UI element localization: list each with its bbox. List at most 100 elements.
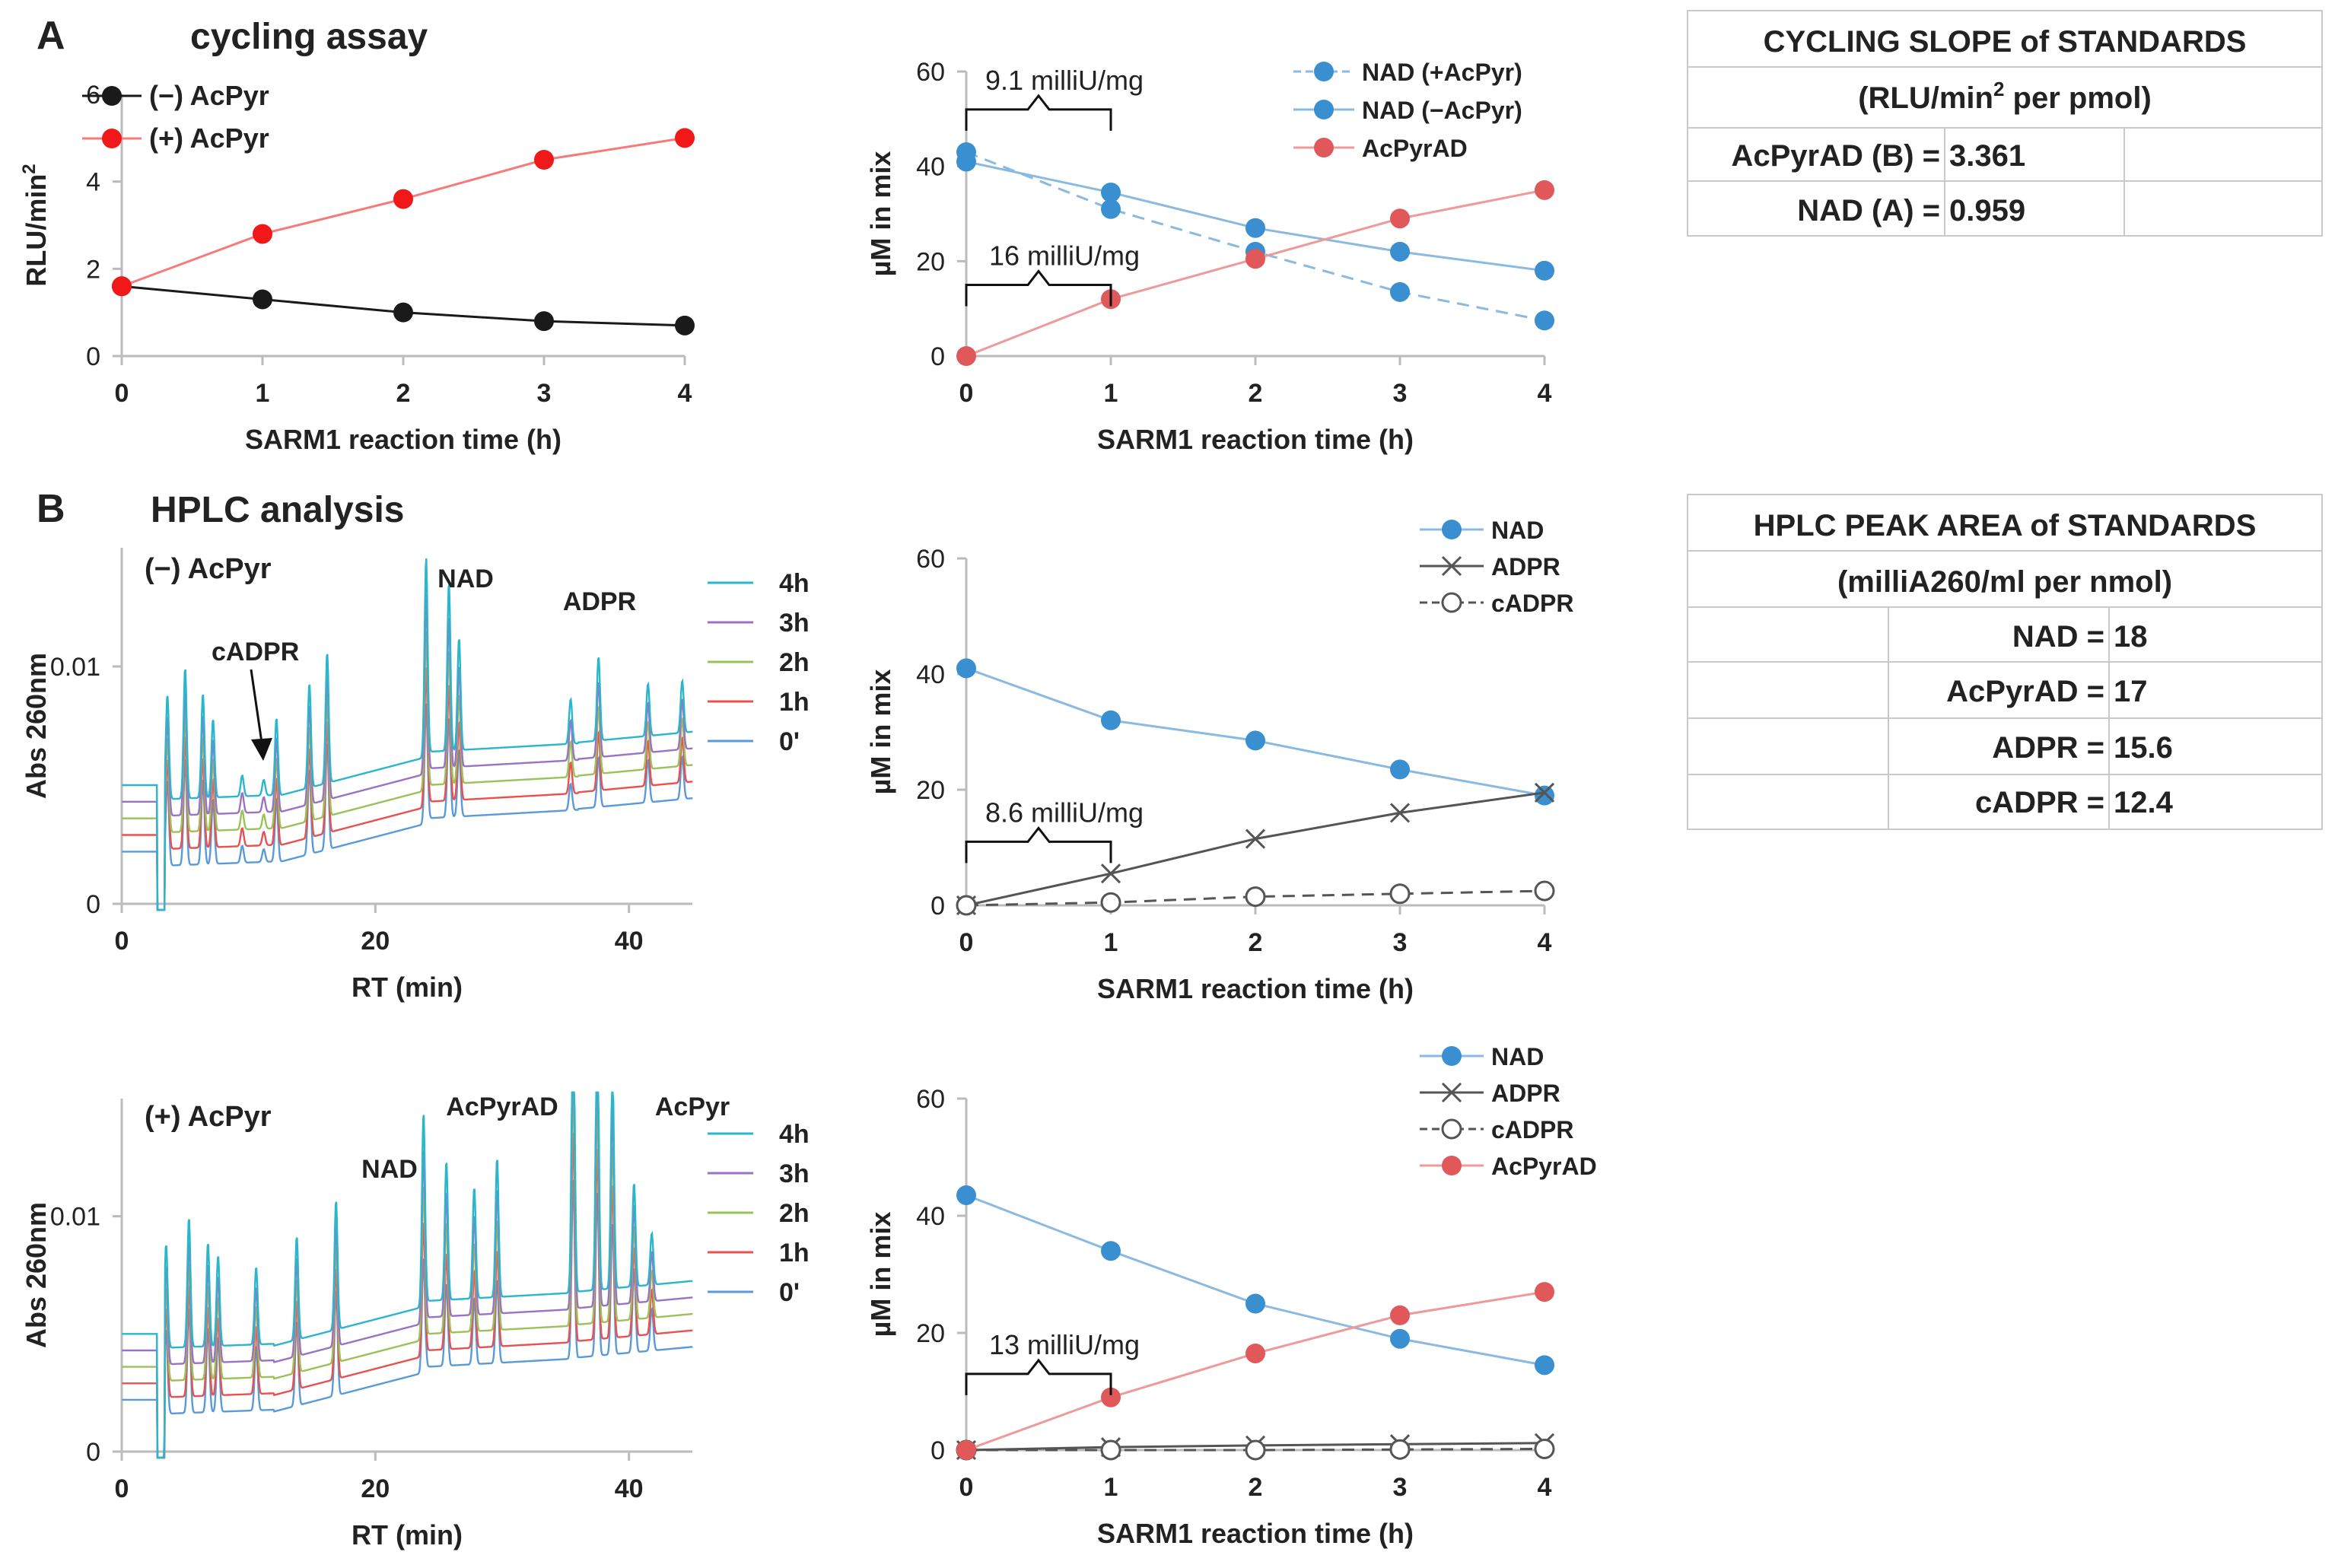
chromatogram-trace xyxy=(122,558,693,911)
data-point xyxy=(1534,880,1555,902)
x-tick-label: 0 xyxy=(115,1474,129,1503)
data-point xyxy=(1441,592,1462,613)
y-axis-label: Abs 260nm xyxy=(21,1202,52,1348)
y-axis-label: µM in mix xyxy=(865,670,896,795)
data-point xyxy=(1245,1439,1266,1461)
peak-label-acpyr: AcPyr xyxy=(655,1093,730,1121)
panel-title-a: cycling assay xyxy=(190,17,428,57)
data-point xyxy=(1100,864,1121,884)
data-point xyxy=(1245,1293,1265,1314)
data-point xyxy=(393,189,413,209)
y-tick-label: 0 xyxy=(931,1436,945,1465)
y-tick-label: 0.01 xyxy=(50,653,100,682)
data-point xyxy=(1245,886,1266,908)
data-point xyxy=(1390,759,1410,780)
data-point xyxy=(534,311,554,332)
data-point xyxy=(956,658,976,679)
x-tick-label: 40 xyxy=(615,1474,644,1503)
hplc-row-value: 17 xyxy=(2114,675,2148,708)
data-point xyxy=(1389,1439,1411,1460)
x-tick-label: 2 xyxy=(1249,1473,1263,1502)
chromatogram-trace xyxy=(122,667,693,911)
data-point xyxy=(1390,1328,1410,1349)
hplc-table-title: HPLC PEAK AREA of STANDARDS xyxy=(1754,509,2257,542)
data-point xyxy=(1534,1438,1555,1459)
legend-label: 1h xyxy=(779,688,810,717)
x-tick-label: 4 xyxy=(1538,928,1552,957)
data-point xyxy=(1390,241,1410,262)
data-point xyxy=(1314,138,1334,157)
data-point xyxy=(1101,1387,1121,1407)
series-line-1 xyxy=(121,136,686,288)
y-tick-label: 4 xyxy=(86,168,100,197)
x-tick-label: 2 xyxy=(1249,928,1263,957)
data-point xyxy=(1389,883,1411,905)
y-axis-label-sup: 2 xyxy=(19,164,40,173)
legend-label: (−) AcPyr xyxy=(149,80,269,111)
legend-label: 4h xyxy=(779,1120,810,1149)
y-tick-label: 40 xyxy=(916,1202,945,1231)
data-point xyxy=(1101,710,1121,730)
y-axis-label-text: µM in mix xyxy=(865,670,896,795)
data-point xyxy=(1441,1082,1462,1103)
x-tick-label: 3 xyxy=(1393,379,1408,408)
data-point xyxy=(1390,1305,1410,1325)
peak-arrow xyxy=(250,669,263,743)
x-tick-label: 4 xyxy=(1538,379,1552,408)
chromatogram-trace xyxy=(122,631,693,911)
legend-label: AcPyrAD xyxy=(1362,135,1468,162)
chart-b2: 0 20 40 60 0 1 2 3 4 SARM1 reaction time (h) µM in… xyxy=(865,517,1573,1004)
y-tick-label: 60 xyxy=(916,1085,945,1114)
cycling-table-title: CYCLING SLOPE of STANDARDS xyxy=(1764,25,2247,59)
x-tick-label: 0 xyxy=(115,379,129,408)
y-tick-label: 20 xyxy=(916,776,945,805)
series-line-3 xyxy=(965,1290,1545,1452)
data-point xyxy=(1100,892,1121,913)
x-tick-label: 2 xyxy=(396,379,411,408)
y-tick-label: 0 xyxy=(931,892,945,921)
data-point xyxy=(1535,260,1554,281)
data-point xyxy=(393,302,413,323)
data-point xyxy=(1101,1241,1121,1261)
data-point xyxy=(1245,1343,1265,1363)
legend-label: 2h xyxy=(779,1199,810,1228)
data-point xyxy=(102,129,122,148)
chromatogram-trace xyxy=(122,1091,693,1459)
hplc-table-unit: (milliA260/ml per nmol) xyxy=(1837,565,2172,599)
chromatogram-title: (+) AcPyr xyxy=(145,1101,272,1133)
legend-label: ADPR xyxy=(1491,553,1560,580)
data-point xyxy=(1535,310,1554,331)
peak-arrowhead xyxy=(251,738,272,761)
data-point xyxy=(1245,249,1265,269)
data-point xyxy=(253,289,272,310)
data-point xyxy=(1535,180,1554,200)
rate-bracket xyxy=(965,1358,1112,1395)
y-axis-label: RLU/min2 xyxy=(19,164,52,286)
y-axis-label: µM in mix xyxy=(865,151,896,277)
x-tick-label: 40 xyxy=(615,927,644,956)
legend-label: (+) AcPyr xyxy=(149,122,269,154)
data-point xyxy=(1389,803,1411,823)
peak-label-acpyrad: AcPyrAD xyxy=(446,1093,558,1121)
y-tick-label: 0.01 xyxy=(50,1203,100,1232)
legend-label: 0' xyxy=(779,1278,800,1307)
hplc-row-label: ADPR = xyxy=(1992,731,2104,765)
x-tick-label: 0 xyxy=(959,1473,974,1502)
x-axis-label: SARM1 reaction time (h) xyxy=(1097,1518,1414,1549)
rate-annotation: 8.6 milliU/mg xyxy=(985,797,1144,828)
cycling-row-value: 0.959 xyxy=(1949,194,2025,227)
legend-label: NAD xyxy=(1491,517,1544,544)
hplc-row-label: AcPyrAD = xyxy=(1946,675,2104,708)
data-point xyxy=(1245,829,1266,849)
y-tick-label: 0 xyxy=(931,342,945,371)
y-tick-label: 40 xyxy=(916,153,945,182)
legend-label: AcPyrAD xyxy=(1491,1153,1597,1180)
y-axis-label-text: µM in mix xyxy=(865,1212,896,1337)
data-point xyxy=(112,276,132,297)
cycling-row-label: NAD (A) = xyxy=(1797,194,1940,227)
legend-label: NAD (−AcPyr) xyxy=(1362,97,1522,124)
peak-label-cadpr: cADPR xyxy=(212,638,299,666)
x-tick-label: 4 xyxy=(678,379,692,408)
y-axis-label-text: µM in mix xyxy=(865,151,896,277)
